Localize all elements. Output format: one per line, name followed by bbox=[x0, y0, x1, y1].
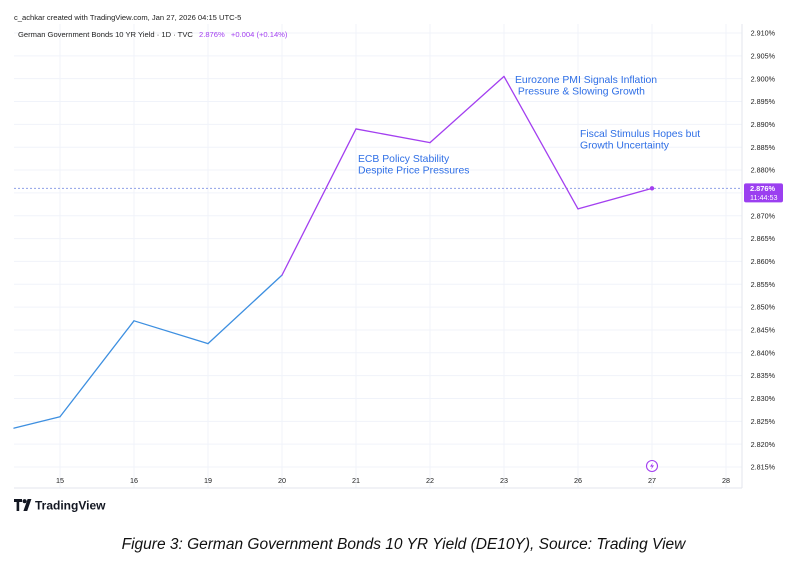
y-tick-label: 2.870% bbox=[751, 211, 776, 220]
y-tick-label: 2.830% bbox=[751, 394, 776, 403]
annotation-line: Pressure & Slowing Growth bbox=[515, 87, 645, 98]
tradingview-logo-mark bbox=[14, 499, 32, 511]
x-tick-label: 19 bbox=[204, 476, 212, 485]
last-point-marker bbox=[649, 186, 655, 191]
y-tick-label: 2.880% bbox=[751, 166, 776, 175]
annotation-text: Eurozone PMI Signals Inflation Pressure … bbox=[515, 75, 657, 98]
y-tick-label: 2.845% bbox=[751, 326, 776, 335]
price-tag-value: 2.876% bbox=[750, 184, 775, 193]
x-tick-label: 15 bbox=[56, 476, 64, 485]
y-tick-label: 2.865% bbox=[751, 234, 776, 243]
x-axis: 15 16 19 20 21 22 23 26 27 28 bbox=[56, 476, 730, 485]
annotation-line: ECB Policy Stability bbox=[358, 154, 450, 165]
series-segment bbox=[13, 416, 61, 429]
y-tick-label: 2.910% bbox=[751, 29, 776, 38]
x-tick-label: 23 bbox=[500, 476, 508, 485]
y-tick-label: 2.860% bbox=[751, 257, 776, 266]
price-tag-countdown: 11:44:53 bbox=[750, 193, 777, 202]
y-axis: 2.910% 2.905% 2.900% 2.895% 2.890% 2.885% 2.88… bbox=[751, 29, 776, 472]
annotation-line: Eurozone PMI Signals Inflation bbox=[515, 75, 657, 86]
yield-chart[interactable]: c_achkar created with TradingView.com, J… bbox=[0, 0, 807, 520]
annotation-text: ECB Policy Stability Despite Price Pressu… bbox=[358, 154, 469, 177]
created-by-text: c_achkar created with TradingView.com, J… bbox=[14, 13, 241, 22]
annotations: ECB Policy Stability Despite Price Pressu… bbox=[358, 75, 700, 177]
price-tag-background bbox=[744, 183, 783, 203]
y-tick-label: 2.900% bbox=[751, 74, 776, 83]
annotation-line: Despite Price Pressures bbox=[358, 166, 469, 177]
x-tick-label: 21 bbox=[352, 476, 360, 485]
y-tick-label: 2.855% bbox=[751, 280, 776, 289]
tradingview-logo-text: TradingView bbox=[35, 499, 106, 513]
y-tick-label: 2.885% bbox=[751, 143, 776, 152]
current-price-tag: 2.876% 11:44:53 bbox=[744, 183, 783, 203]
series-segment bbox=[355, 128, 431, 144]
y-tick-label: 2.850% bbox=[751, 303, 776, 312]
symbol-title: German Government Bonds 10 YR Yield · 1D… bbox=[18, 30, 288, 39]
y-tick-label: 2.835% bbox=[751, 371, 776, 380]
x-tick-label: 26 bbox=[574, 476, 582, 485]
annotation-text: Fiscal Stimulus Hopes but Growth Uncertai… bbox=[580, 129, 700, 152]
series-segment bbox=[577, 187, 653, 210]
y-tick-label: 2.895% bbox=[751, 97, 776, 106]
y-tick-label: 2.905% bbox=[751, 51, 776, 60]
series-segment bbox=[133, 320, 209, 345]
symbol-change: +0.004 (+0.14%) bbox=[231, 30, 288, 39]
x-tick-label: 28 bbox=[722, 476, 730, 485]
series-segment bbox=[503, 75, 579, 210]
series-segment bbox=[59, 320, 135, 418]
lightning-icon[interactable] bbox=[645, 459, 659, 473]
x-tick-label: 27 bbox=[648, 476, 656, 485]
y-tick-label: 2.840% bbox=[751, 348, 776, 357]
x-tick-label: 20 bbox=[278, 476, 286, 485]
symbol-title-name: German Government Bonds 10 YR Yield · 1D… bbox=[18, 30, 193, 39]
figure-caption: Figure 3: German Government Bonds 10 YR … bbox=[121, 536, 686, 553]
series-segment bbox=[429, 75, 505, 144]
x-tick-label: 16 bbox=[130, 476, 138, 485]
tradingview-logo: TradingView bbox=[14, 499, 106, 513]
chart-frame: c_achkar created with TradingView.com, J… bbox=[0, 0, 807, 520]
series-segment bbox=[207, 274, 283, 345]
grid bbox=[14, 24, 742, 488]
symbol-last-value: 2.876% bbox=[199, 30, 225, 39]
annotation-line: Growth Uncertainty bbox=[580, 141, 670, 152]
x-tick-label: 22 bbox=[426, 476, 434, 485]
y-tick-label: 2.890% bbox=[751, 120, 776, 129]
series-line bbox=[13, 75, 655, 429]
y-tick-label: 2.815% bbox=[751, 463, 776, 472]
annotation-line: Fiscal Stimulus Hopes but bbox=[580, 129, 700, 140]
series-segment bbox=[281, 128, 357, 276]
y-tick-label: 2.820% bbox=[751, 440, 776, 449]
y-tick-label: 2.825% bbox=[751, 417, 776, 426]
